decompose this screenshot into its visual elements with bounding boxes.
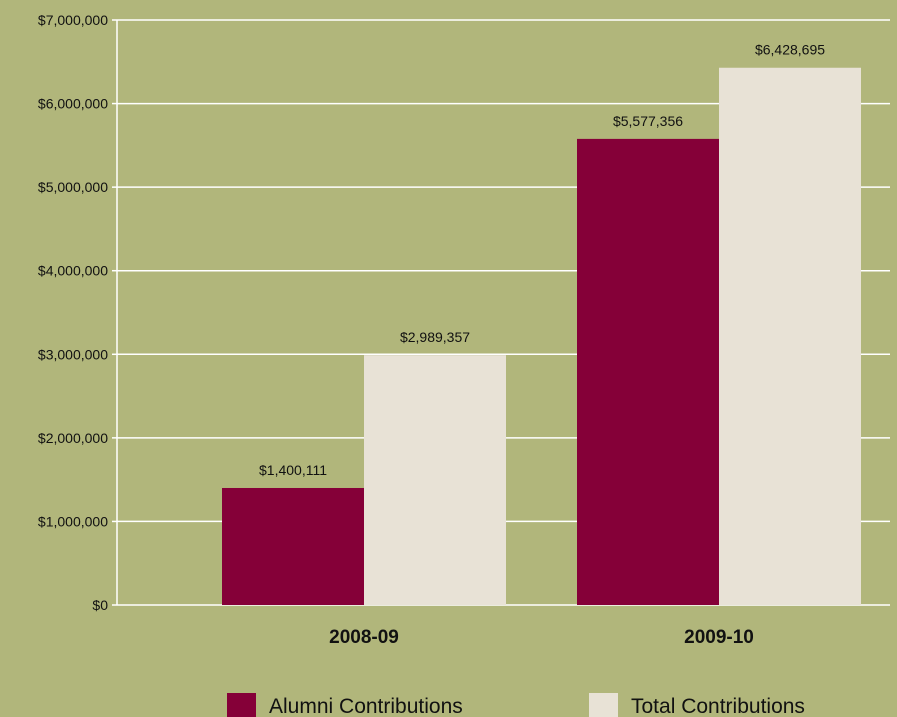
bar-total-contributions-2008-09 bbox=[364, 355, 506, 605]
legend-label: Alumni Contributions bbox=[269, 695, 463, 717]
bars bbox=[222, 67, 861, 606]
legend-swatch bbox=[227, 693, 256, 717]
bar-total-contributions-2009-10 bbox=[719, 67, 861, 606]
x-category-label: 2009-10 bbox=[684, 627, 754, 648]
y-tick-label: $1,000,000 bbox=[38, 513, 108, 529]
y-tick-label: $7,000,000 bbox=[38, 12, 108, 28]
y-tick-label: $6,000,000 bbox=[38, 96, 108, 112]
y-tick-label: $2,000,000 bbox=[38, 430, 108, 446]
bar-alumni-contributions-2008-09 bbox=[222, 487, 364, 605]
data-labels: $1,400,111 $2,989,357 $5,577,356 $6,428,695 bbox=[259, 42, 825, 478]
y-axis: $0 $1,000,000 $2,000,000 $3,000,000 $4,000,0… bbox=[38, 12, 117, 613]
legend-label: Total Contributions bbox=[631, 695, 805, 717]
x-axis-categories: 2008-09 2009-10 bbox=[329, 627, 754, 648]
data-label: $5,577,356 bbox=[613, 113, 683, 129]
data-label: $2,989,357 bbox=[400, 329, 470, 345]
legend-swatch bbox=[589, 693, 618, 717]
data-label: $1,400,111 bbox=[259, 462, 327, 478]
y-tick-label: $0 bbox=[92, 597, 108, 613]
y-tick-label: $5,000,000 bbox=[38, 179, 108, 195]
x-category-label: 2008-09 bbox=[329, 627, 399, 648]
bar-alumni-contributions-2009-10 bbox=[577, 138, 719, 605]
legend: Alumni Contributions Total Contributions bbox=[227, 693, 805, 717]
y-tick-label: $3,000,000 bbox=[38, 346, 108, 362]
y-tick-label: $4,000,000 bbox=[38, 263, 108, 279]
data-label: $6,428,695 bbox=[755, 42, 825, 58]
